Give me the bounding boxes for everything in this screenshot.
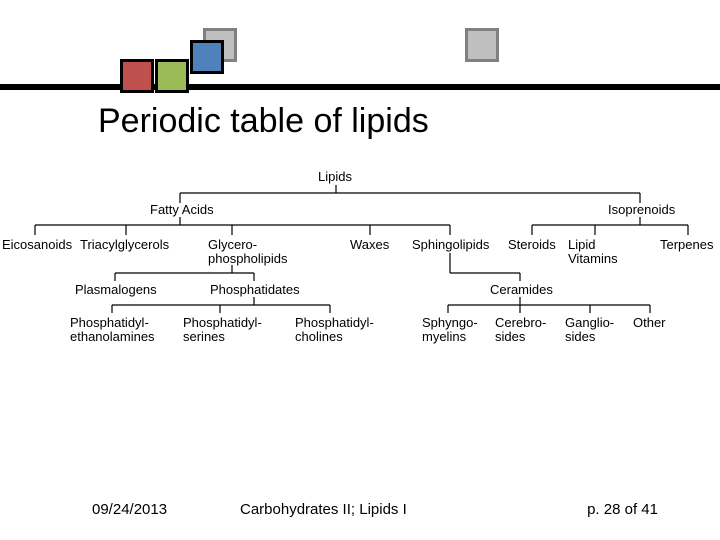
node-lipids: Lipids	[318, 170, 352, 184]
node-phosphatidylserines: Phosphatidyl- serines	[183, 316, 262, 345]
node-fatty-acids: Fatty Acids	[150, 203, 214, 217]
header-rule	[0, 84, 720, 90]
node-phosphatidylcholines: Phosphatidyl- cholines	[295, 316, 374, 345]
node-ceramides: Ceramides	[490, 283, 553, 297]
node-other: Other	[633, 316, 666, 330]
node-terpenes: Terpenes	[660, 238, 713, 252]
footer-subtitle: Carbohydrates II; Lipids I	[240, 501, 407, 518]
node-sm-line1: Sphyngo-	[422, 315, 478, 330]
node-gangliosides: Ganglio- sides	[565, 316, 614, 345]
node-cb-line2: sides	[495, 329, 525, 344]
node-pc-line2: cholines	[295, 329, 343, 344]
node-pe-line1: Phosphatidyl-	[70, 315, 149, 330]
logo-block-red	[120, 59, 154, 93]
node-triacylglycerols: Triacylglycerols	[80, 238, 169, 252]
logo-block-blue	[190, 40, 224, 74]
node-pc-line1: Phosphatidyl-	[295, 315, 374, 330]
footer-date: 09/24/2013	[92, 501, 167, 518]
footer-page: p. 28 of 41	[587, 501, 658, 518]
node-sm-line2: myelins	[422, 329, 466, 344]
node-phosphatidylethanolamines: Phosphatidyl- ethanolamines	[70, 316, 155, 345]
node-isoprenoids: Isoprenoids	[608, 203, 675, 217]
node-pe-line2: ethanolamines	[70, 329, 155, 344]
node-plasmalogens: Plasmalogens	[75, 283, 157, 297]
node-ps-line1: Phosphatidyl-	[183, 315, 262, 330]
node-glycero-line1: Glycero-	[208, 237, 257, 252]
slide-title: Periodic table of lipids	[98, 102, 429, 141]
logo-shadow-2	[465, 28, 499, 62]
node-waxes: Waxes	[350, 238, 389, 252]
node-glycero-line2: phospholipids	[208, 251, 288, 266]
node-eicosanoids: Eicosanoids	[2, 238, 72, 252]
node-vit-line1: Lipid	[568, 237, 595, 252]
node-vit-line2: Vitamins	[568, 251, 618, 266]
node-ps-line2: serines	[183, 329, 225, 344]
node-lipid-vitamins: Lipid Vitamins	[568, 238, 618, 267]
node-glycerophospholipids: Glycero- phospholipids	[208, 238, 288, 267]
node-sphyngomyelins: Sphyngo- myelins	[422, 316, 478, 345]
node-gg-line1: Ganglio-	[565, 315, 614, 330]
node-cerebrosides: Cerebro- sides	[495, 316, 546, 345]
node-gg-line2: sides	[565, 329, 595, 344]
node-sphingolipids: Sphingolipids	[412, 238, 489, 252]
node-phosphatidates: Phosphatidates	[210, 283, 300, 297]
node-steroids: Steroids	[508, 238, 556, 252]
logo-block-green	[155, 59, 189, 93]
node-cb-line1: Cerebro-	[495, 315, 546, 330]
